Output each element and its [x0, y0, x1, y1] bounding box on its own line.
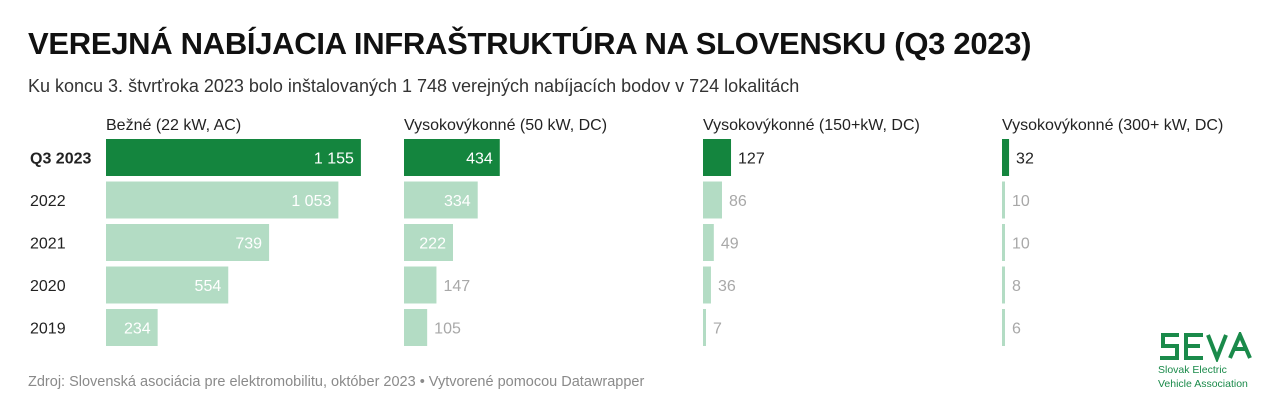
bar [404, 309, 428, 346]
category-label: 2021 [30, 236, 66, 253]
value-label: 49 [721, 236, 739, 253]
chart-subtitle: Ku koncu 3. štvrťroka 2023 bolo inštalov… [28, 76, 800, 96]
category-label: 2019 [30, 321, 66, 338]
value-label: 222 [419, 236, 446, 253]
value-label: 6 [1012, 321, 1021, 338]
value-label: 10 [1012, 193, 1030, 210]
bar [1002, 309, 1005, 346]
value-label: 1 155 [314, 151, 354, 168]
value-label: 36 [718, 278, 736, 295]
value-label: 434 [466, 151, 493, 168]
value-label: 234 [124, 321, 151, 338]
bar [703, 181, 722, 219]
chart-title: VEREJNÁ NABÍJACIA INFRAŠTRUKTÚRA NA SLOV… [28, 26, 1032, 61]
bar [1002, 139, 1010, 176]
bar [404, 139, 500, 176]
panel-header: Vysokovýkonné (150+kW, DC) [703, 117, 920, 134]
bar [703, 224, 714, 261]
bar [703, 309, 706, 346]
seva-logo: Slovak Electric Vehicle Association [1158, 332, 1258, 390]
value-label: 32 [1016, 151, 1034, 168]
value-label: 105 [434, 321, 461, 338]
category-label: Q3 2023 [30, 151, 91, 168]
bar [106, 224, 270, 261]
value-label: 86 [729, 193, 747, 210]
value-label: 334 [444, 193, 471, 210]
value-label: 739 [235, 236, 262, 253]
value-label: 10 [1012, 236, 1030, 253]
bar [106, 266, 229, 304]
bar [404, 266, 437, 304]
value-label: 554 [195, 278, 222, 295]
bar [1002, 224, 1005, 261]
bar [404, 181, 478, 219]
category-label: 2022 [30, 193, 66, 210]
bar [1002, 181, 1005, 219]
bar [703, 266, 711, 304]
panel-header: Vysokovýkonné (50 kW, DC) [404, 117, 607, 134]
source-footer: Zdroj: Slovenská asociácia pre elektromo… [28, 374, 645, 390]
panel-header: Vysokovýkonné (300+ kW, DC) [1002, 117, 1223, 134]
logo-caption-line1: Slovak Electric [1158, 364, 1227, 376]
bar [703, 139, 732, 176]
logo-caption-line2: Vehicle Association [1158, 378, 1248, 390]
panel-header: Bežné (22 kW, AC) [106, 117, 241, 134]
category-label: 2020 [30, 278, 66, 295]
bar [1002, 266, 1005, 304]
value-label: 8 [1012, 278, 1021, 295]
bar [404, 224, 453, 261]
seva-logo-icon [1160, 332, 1252, 362]
value-label: 1 053 [291, 193, 331, 210]
value-label: 127 [738, 151, 765, 168]
value-label: 7 [713, 321, 722, 338]
bar-chart: Q3 2023 2022 2021 2020 2019 Bežné (22 kW, AC)… [30, 117, 1223, 346]
bar [106, 309, 158, 346]
bar [106, 181, 339, 219]
bar [106, 139, 361, 176]
value-label: 147 [443, 278, 470, 295]
